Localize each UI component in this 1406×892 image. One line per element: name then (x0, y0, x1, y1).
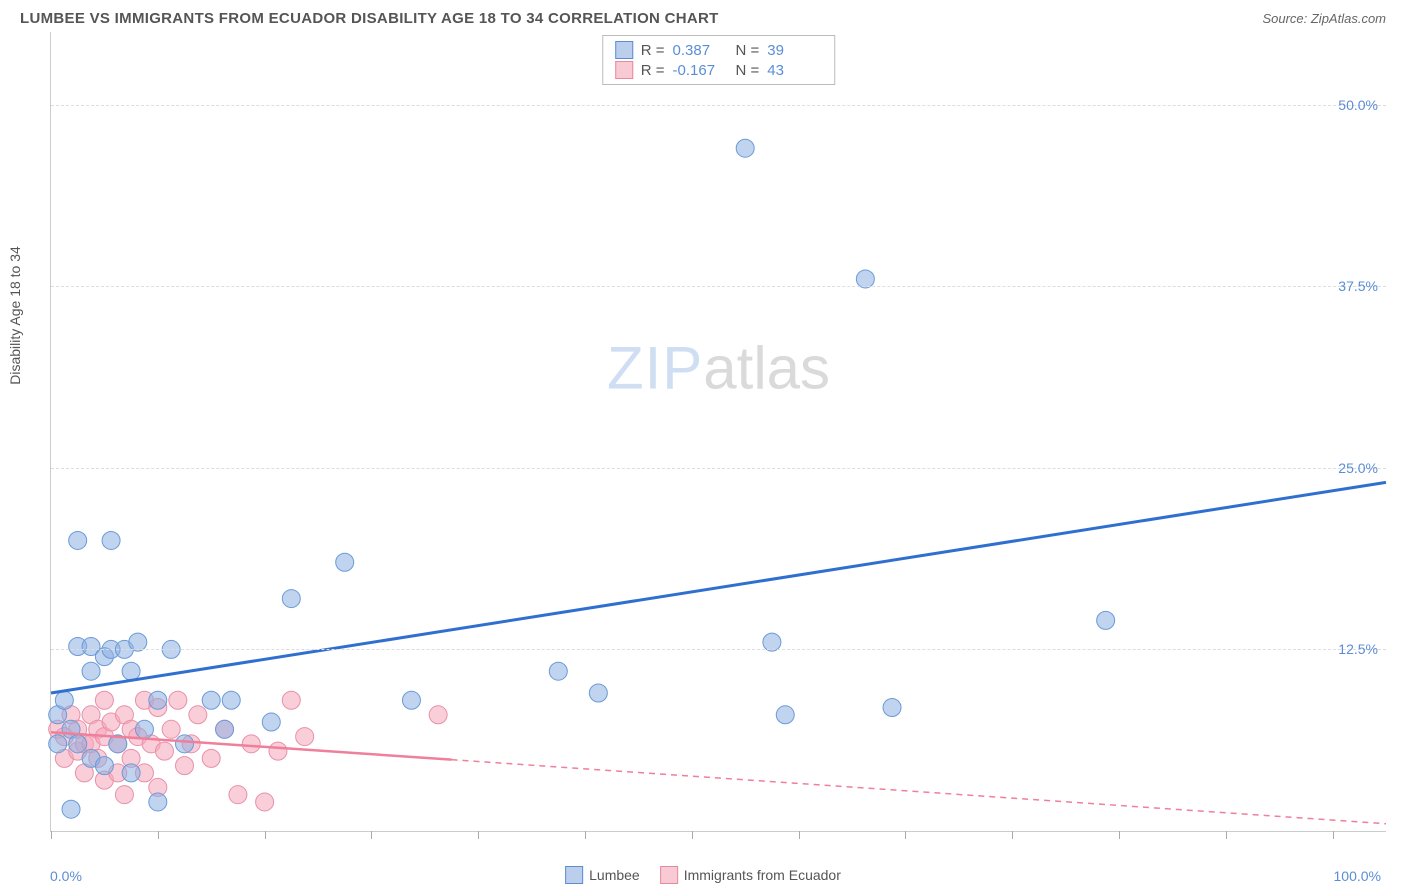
scatter-point (176, 757, 194, 775)
scatter-point (149, 691, 167, 709)
scatter-point (282, 590, 300, 608)
x-tick (1333, 831, 1334, 839)
trend-line (51, 482, 1386, 693)
x-tick (799, 831, 800, 839)
gridline (51, 286, 1386, 287)
x-tick (371, 831, 372, 839)
swatch-blue-icon (565, 866, 583, 884)
x-tick (905, 831, 906, 839)
scatter-point (282, 691, 300, 709)
scatter-point (1097, 611, 1115, 629)
x-tick (265, 831, 266, 839)
scatter-point (229, 786, 247, 804)
x-tick (158, 831, 159, 839)
scatter-svg (51, 32, 1386, 831)
legend-item-2: Immigrants from Ecuador (660, 866, 841, 884)
scatter-point (95, 691, 113, 709)
x-tick (1119, 831, 1120, 839)
scatter-point (169, 691, 187, 709)
scatter-point (589, 684, 607, 702)
scatter-point (262, 713, 280, 731)
scatter-point (336, 553, 354, 571)
scatter-point (776, 706, 794, 724)
y-tick-label: 37.5% (1338, 278, 1378, 294)
scatter-point (82, 662, 100, 680)
scatter-point (102, 531, 120, 549)
scatter-point (122, 662, 140, 680)
series-legend: Lumbee Immigrants from Ecuador (565, 866, 841, 884)
scatter-point (95, 757, 113, 775)
x-tick (51, 831, 52, 839)
trend-line (452, 760, 1387, 824)
scatter-point (549, 662, 567, 680)
scatter-point (429, 706, 447, 724)
scatter-point (736, 139, 754, 157)
gridline (51, 468, 1386, 469)
x-tick (1226, 831, 1227, 839)
gridline (51, 649, 1386, 650)
scatter-point (176, 735, 194, 753)
scatter-point (162, 720, 180, 738)
gridline (51, 105, 1386, 106)
scatter-point (69, 735, 87, 753)
legend-item-1: Lumbee (565, 866, 640, 884)
swatch-pink-icon (660, 866, 678, 884)
chart-plot-area: ZIPatlas R = 0.387 N = 39 R = -0.167 N =… (50, 32, 1386, 832)
x-tick (692, 831, 693, 839)
x-tick (1012, 831, 1013, 839)
x-tick (478, 831, 479, 839)
scatter-point (62, 800, 80, 818)
chart-title: LUMBEE VS IMMIGRANTS FROM ECUADOR DISABI… (20, 10, 719, 27)
scatter-point (202, 691, 220, 709)
scatter-point (149, 793, 167, 811)
y-tick-label: 12.5% (1338, 641, 1378, 657)
scatter-point (883, 699, 901, 717)
scatter-point (269, 742, 287, 760)
scatter-point (69, 531, 87, 549)
scatter-point (135, 720, 153, 738)
scatter-point (202, 749, 220, 767)
scatter-point (256, 793, 274, 811)
scatter-point (216, 720, 234, 738)
scatter-point (55, 691, 73, 709)
scatter-point (222, 691, 240, 709)
scatter-point (189, 706, 207, 724)
y-axis-label: Disability Age 18 to 34 (7, 246, 23, 385)
x-tick (585, 831, 586, 839)
scatter-point (49, 735, 67, 753)
scatter-point (155, 742, 173, 760)
chart-source: Source: ZipAtlas.com (1262, 11, 1386, 26)
y-tick-label: 25.0% (1338, 460, 1378, 476)
y-tick-label: 50.0% (1338, 97, 1378, 113)
scatter-point (296, 728, 314, 746)
x-axis-max-label: 100.0% (1334, 868, 1381, 884)
scatter-point (402, 691, 420, 709)
scatter-point (115, 786, 133, 804)
scatter-point (242, 735, 260, 753)
scatter-point (122, 764, 140, 782)
x-axis-min-label: 0.0% (50, 868, 82, 884)
